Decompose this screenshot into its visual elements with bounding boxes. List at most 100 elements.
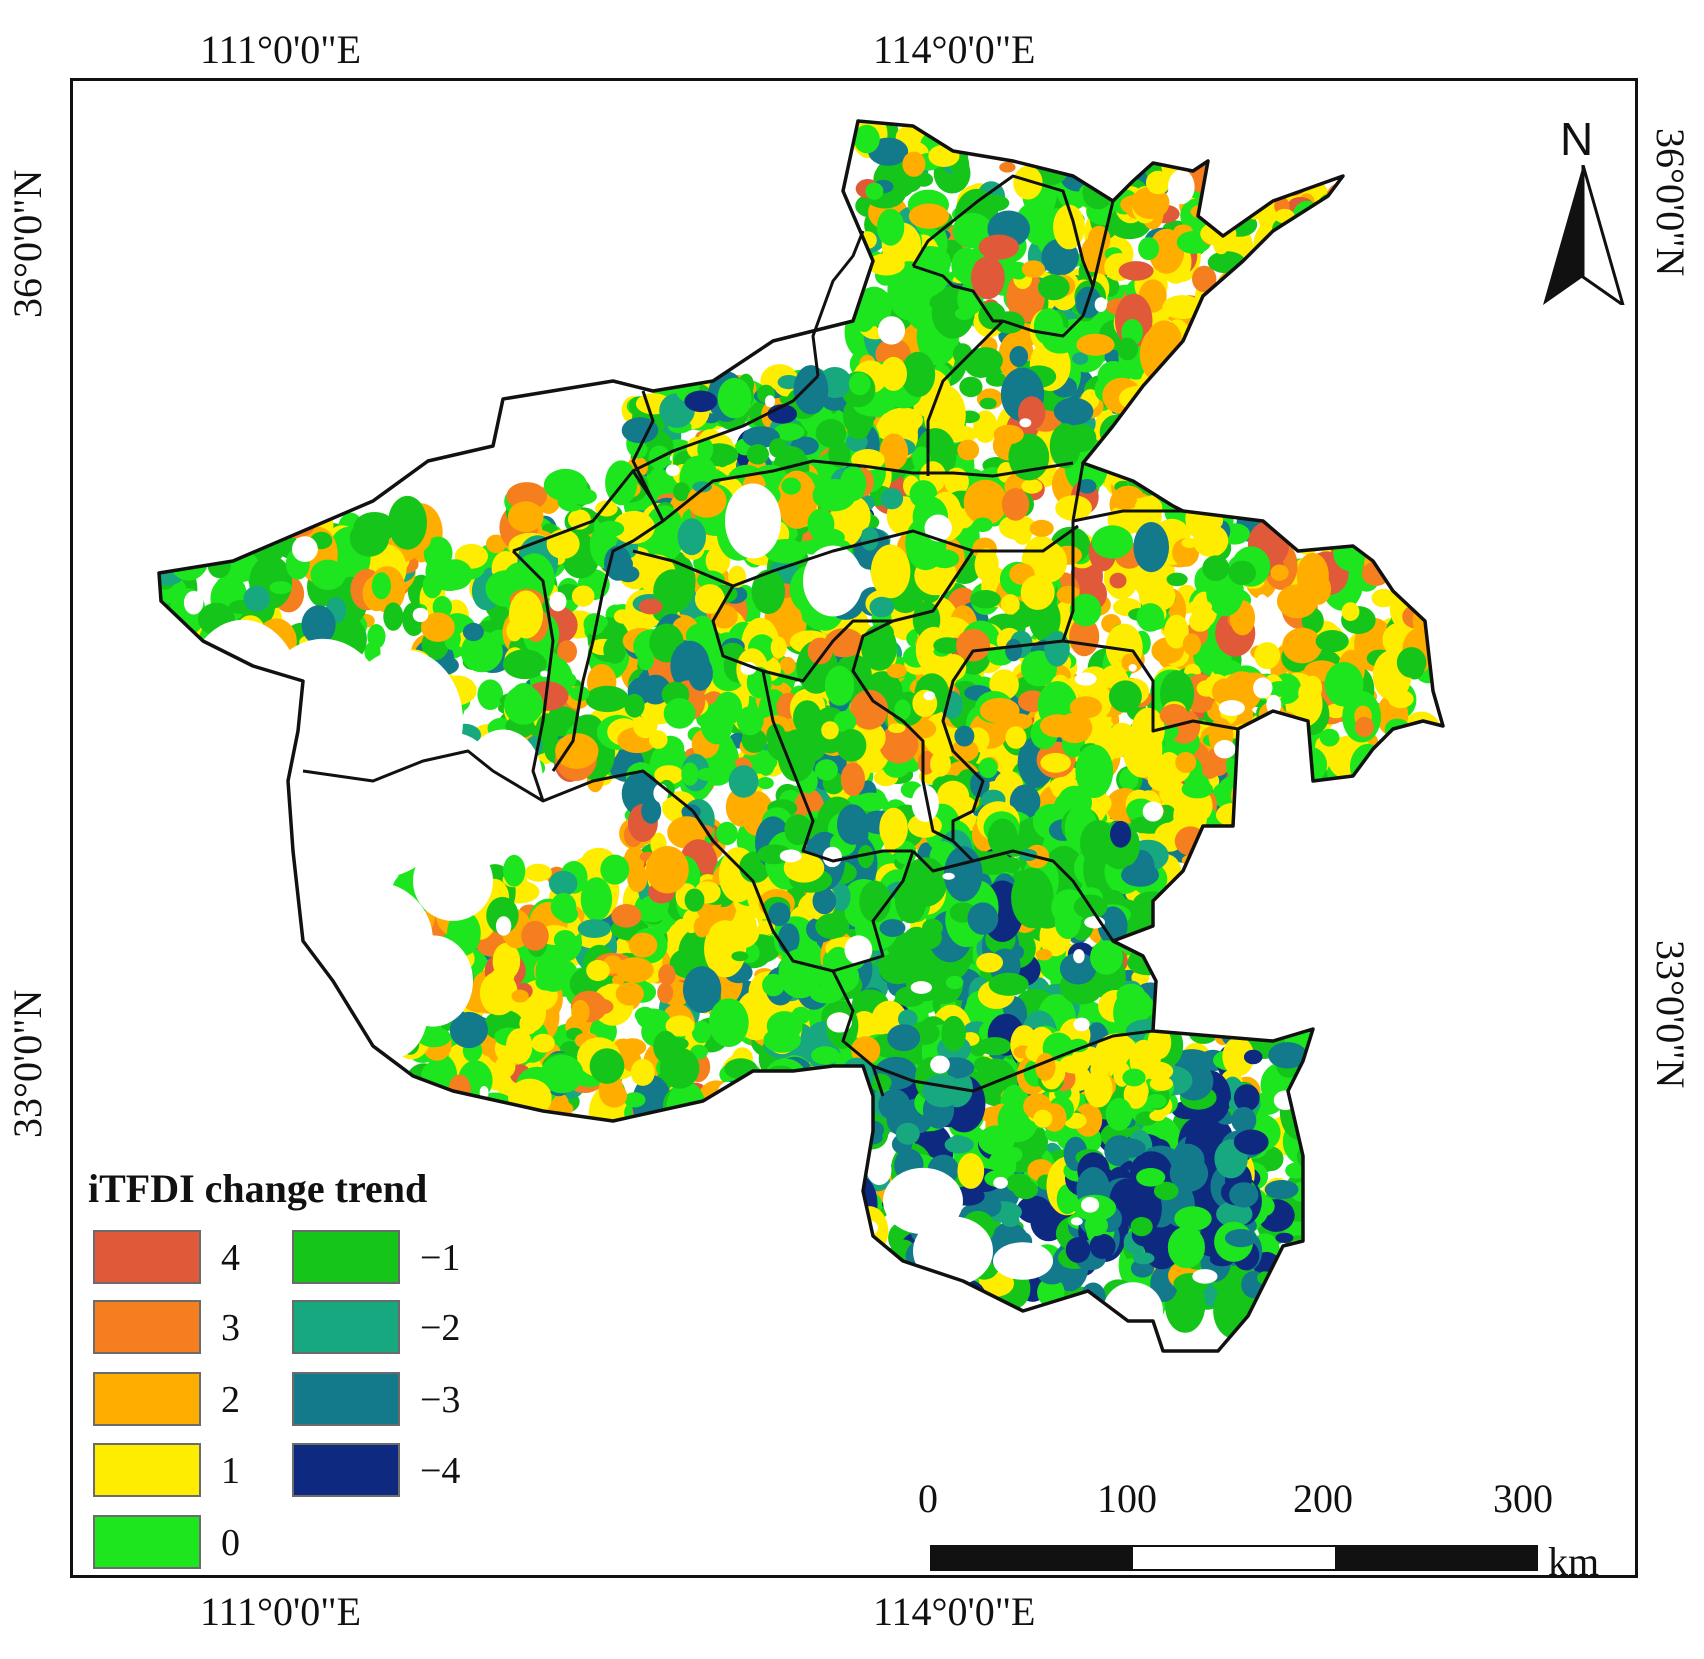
raster-patch: [1053, 397, 1094, 426]
raster-patch: [1244, 757, 1261, 777]
raster-patch: [1007, 121, 1037, 145]
raster-patch: [902, 151, 926, 177]
raster-patch: [585, 685, 630, 713]
raster-patch: [612, 510, 655, 544]
raster-patch: [1300, 1253, 1319, 1270]
raster-patch: [1033, 1109, 1053, 1128]
raster-patch: [1308, 499, 1341, 525]
raster-patch: [1413, 779, 1443, 805]
raster-patch: [1167, 1226, 1205, 1269]
legend-swatch: [292, 1230, 400, 1284]
raster-patch: [209, 313, 230, 334]
raster-patch: [1251, 818, 1282, 839]
raster-patch: [1247, 790, 1269, 806]
raster-patch: [1167, 475, 1196, 492]
raster-patch: [1285, 257, 1309, 281]
raster-patch: [1246, 882, 1284, 904]
raster-patch: [1032, 138, 1062, 161]
raster-patch: [1233, 1129, 1269, 1155]
scale-bar: [930, 1545, 1538, 1571]
raster-patch: [1256, 427, 1273, 441]
raster-patch: [1264, 1180, 1299, 1200]
raster-patch: [628, 932, 658, 958]
raster-patch: [959, 376, 983, 398]
raster-patch: [199, 504, 235, 553]
raster-patch: [1284, 317, 1323, 357]
raster-patch: [880, 356, 907, 391]
raster-patch: [1285, 935, 1302, 955]
raster-patch: [1280, 407, 1315, 451]
raster-patch: [1142, 801, 1164, 822]
raster-patch: [840, 762, 866, 797]
raster-patch: [663, 698, 696, 729]
raster-patch: [1084, 121, 1102, 139]
raster-patch: [1074, 672, 1097, 686]
raster-patch: [1427, 1234, 1443, 1252]
raster-patch: [1307, 491, 1344, 525]
raster-patch: [1252, 422, 1280, 453]
raster-patch: [1265, 470, 1285, 492]
raster-patch: [1181, 538, 1198, 548]
raster-patch: [1263, 368, 1280, 380]
raster-patch: [1248, 155, 1269, 170]
raster-patch: [1281, 953, 1307, 983]
raster-patch: [1416, 492, 1440, 521]
raster-patch: [210, 703, 236, 731]
raster-patch: [1258, 867, 1290, 886]
raster-patch: [1320, 384, 1358, 435]
raster-patch: [1415, 782, 1439, 809]
raster-patch: [1410, 532, 1438, 552]
raster-patch: [1167, 478, 1197, 504]
raster-patch: [285, 1121, 305, 1149]
raster-patch: [993, 1176, 1008, 1189]
raster-patch: [213, 721, 248, 748]
raster-patch: [1021, 479, 1043, 494]
raster-patch: [1330, 491, 1367, 537]
raster-patch: [1390, 507, 1425, 538]
raster-patch: [571, 999, 590, 1025]
raster-patch: [1312, 511, 1350, 550]
raster-patch: [1332, 342, 1350, 356]
raster-patch: [978, 757, 998, 778]
raster-patch: [1287, 472, 1324, 494]
raster-patch: [1201, 829, 1227, 851]
raster-patch: [613, 609, 632, 624]
raster-patch: [1060, 129, 1091, 154]
raster-patch: [1329, 246, 1369, 276]
raster-patch: [207, 674, 220, 689]
raster-patch: [695, 1080, 738, 1134]
raster-patch: [1191, 844, 1224, 869]
raster-patch: [1040, 752, 1071, 773]
raster-patch: [479, 350, 504, 384]
raster-patch: [1223, 290, 1251, 312]
raster-patch: [1016, 124, 1054, 152]
raster-patch: [1132, 934, 1155, 948]
raster-patch: [1263, 1298, 1285, 1311]
raster-patch: [1112, 121, 1141, 146]
raster-patch: [793, 365, 829, 415]
raster-patch: [773, 423, 805, 441]
raster-patch: [1440, 816, 1443, 829]
raster-patch: [1274, 742, 1297, 763]
raster-patch: [624, 693, 645, 718]
raster-patch: [589, 1048, 625, 1084]
raster-patch: [1117, 337, 1138, 361]
raster-patch: [1155, 415, 1182, 438]
raster-patch: [843, 1210, 866, 1232]
raster-patch: [1037, 274, 1070, 301]
raster-patch: [1072, 352, 1089, 365]
raster-patch: [159, 626, 193, 649]
raster-patch: [1314, 316, 1355, 363]
raster-patch: [1069, 696, 1103, 719]
raster-patch: [779, 849, 802, 863]
raster-patch: [1252, 266, 1290, 304]
raster-patch: [1380, 812, 1399, 824]
raster-patch: [1400, 549, 1426, 566]
raster-patch: [914, 172, 934, 187]
raster-patch: [1266, 277, 1287, 294]
raster-patch: [944, 1136, 974, 1154]
raster-patch: [1130, 573, 1160, 593]
raster-patch: [1270, 464, 1292, 495]
raster-patch: [238, 722, 258, 742]
raster-patch: [418, 1099, 450, 1126]
